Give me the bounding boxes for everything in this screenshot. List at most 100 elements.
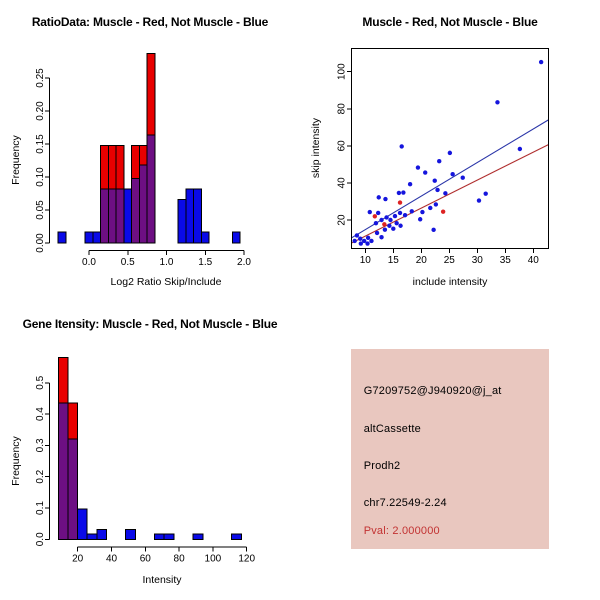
svg-text:80: 80 bbox=[337, 103, 348, 115]
blue-point bbox=[517, 146, 523, 152]
blue-point bbox=[369, 238, 374, 244]
blue-point bbox=[401, 190, 406, 195]
svg-text:80: 80 bbox=[174, 554, 186, 565]
blue-point bbox=[383, 196, 388, 202]
gene-hist-title: Gene Itensity: Muscle - Red, Not Muscle … bbox=[22, 317, 278, 331]
blue-bar bbox=[96, 529, 107, 540]
blue-bar bbox=[185, 188, 195, 244]
y-axis: 20 40 60 80 100 bbox=[337, 63, 352, 226]
splice-event-text: altCassette bbox=[363, 422, 421, 435]
blue-bar bbox=[231, 231, 241, 244]
red-fit bbox=[351, 144, 549, 244]
svg-text:25: 25 bbox=[444, 255, 456, 266]
panel-ratio-histogram: RatioData: Muscle - Red, Not Muscle - Bl… bbox=[0, 0, 300, 300]
blue-bar bbox=[163, 533, 175, 540]
ratio-hist-ylabel: Frequency bbox=[10, 135, 22, 185]
blue-bar bbox=[125, 529, 136, 540]
blue-point bbox=[373, 220, 379, 226]
blue-point bbox=[431, 227, 436, 233]
svg-text:0.1: 0.1 bbox=[35, 501, 46, 515]
svg-text:35: 35 bbox=[500, 255, 512, 266]
blue-bar bbox=[193, 188, 202, 244]
blue-point bbox=[365, 241, 370, 246]
svg-text:0.0: 0.0 bbox=[82, 257, 96, 268]
overlap-bar bbox=[67, 438, 79, 540]
svg-text:0.3: 0.3 bbox=[35, 438, 46, 452]
blue-point bbox=[379, 235, 384, 240]
gene-hist-ylabel: Frequency bbox=[10, 436, 22, 486]
blue-point bbox=[432, 178, 437, 183]
svg-text:120: 120 bbox=[238, 554, 255, 565]
blue-bar bbox=[231, 533, 242, 540]
blue-point bbox=[375, 210, 381, 216]
blue-point bbox=[433, 202, 439, 207]
blue-point bbox=[388, 217, 393, 223]
svg-text:0.0: 0.0 bbox=[35, 532, 46, 546]
blue-point bbox=[374, 230, 380, 236]
blue-point bbox=[358, 236, 363, 241]
panel-intensity-scatter: Muscle - Red, Not Muscle - Blue 10 15 20 25… bbox=[300, 0, 600, 300]
overlap-bar bbox=[57, 402, 69, 540]
blue-point bbox=[358, 241, 364, 246]
blue-point bbox=[450, 172, 455, 177]
svg-text:0.15: 0.15 bbox=[35, 134, 46, 154]
fit-lines bbox=[351, 119, 549, 244]
svg-text:10: 10 bbox=[360, 255, 372, 266]
svg-text:40: 40 bbox=[106, 554, 118, 565]
plot-frame bbox=[351, 48, 549, 250]
blue-point bbox=[409, 209, 414, 214]
blue-bar bbox=[200, 231, 210, 244]
blue-point bbox=[460, 175, 465, 180]
panel-gene-intensity-histogram: Gene Itensity: Muscle - Red, Not Muscle … bbox=[0, 300, 300, 600]
blue-point bbox=[384, 215, 389, 220]
blue-bar bbox=[86, 533, 98, 540]
svg-text:0.00: 0.00 bbox=[35, 233, 46, 253]
svg-text:100: 100 bbox=[205, 554, 222, 565]
histogram-bars bbox=[57, 53, 241, 244]
red-point bbox=[397, 200, 403, 205]
blue-point bbox=[476, 198, 482, 203]
blue-point bbox=[394, 220, 399, 226]
svg-text:20: 20 bbox=[416, 255, 428, 266]
blue-point bbox=[443, 191, 448, 196]
blue-point bbox=[399, 144, 404, 149]
blue-point bbox=[367, 209, 372, 215]
blue-point bbox=[417, 217, 423, 222]
scatter-points bbox=[352, 59, 544, 246]
overlap-bar bbox=[115, 188, 125, 244]
blue-point bbox=[397, 210, 403, 216]
blue-point bbox=[483, 191, 488, 196]
svg-text:0.20: 0.20 bbox=[35, 101, 46, 121]
svg-text:40: 40 bbox=[528, 255, 540, 266]
svg-text:0.4: 0.4 bbox=[35, 407, 46, 421]
red-bar bbox=[131, 145, 140, 179]
red-point bbox=[440, 209, 446, 214]
blue-point bbox=[365, 235, 371, 240]
blue-point bbox=[435, 187, 440, 193]
blue-point bbox=[428, 205, 433, 211]
ratio-hist-xlabel: Log2 Ratio Skip/Include bbox=[110, 276, 222, 288]
blue-bar bbox=[154, 533, 165, 540]
red-bar bbox=[138, 145, 148, 166]
x-axis: 0.0 0.5 1.0 1.5 2.0 bbox=[82, 250, 251, 268]
gene-symbol-text: Prodh2 bbox=[363, 459, 401, 472]
svg-text:0.25: 0.25 bbox=[35, 68, 46, 88]
svg-text:0.10: 0.10 bbox=[35, 167, 46, 187]
svg-text:0.5: 0.5 bbox=[35, 375, 46, 389]
svg-text:100: 100 bbox=[337, 63, 348, 80]
blue-point bbox=[538, 59, 544, 65]
blue-bar bbox=[77, 508, 88, 540]
blue-bar bbox=[192, 533, 204, 540]
probe-id-text: G7209752@J940920@j_at bbox=[363, 384, 502, 397]
chrom-location-text: chr7.22549-2.24 bbox=[363, 496, 447, 509]
blue-bar bbox=[84, 231, 94, 244]
blue-point bbox=[402, 212, 408, 218]
blue-point bbox=[398, 223, 403, 228]
blue-point bbox=[379, 217, 384, 223]
svg-text:20: 20 bbox=[337, 214, 348, 226]
blue-point bbox=[423, 170, 428, 175]
blue-point bbox=[382, 227, 388, 232]
scatter-title: Muscle - Red, Not Muscle - Blue bbox=[362, 15, 538, 29]
svg-text:1.0: 1.0 bbox=[160, 257, 174, 268]
blue-point bbox=[420, 209, 425, 215]
